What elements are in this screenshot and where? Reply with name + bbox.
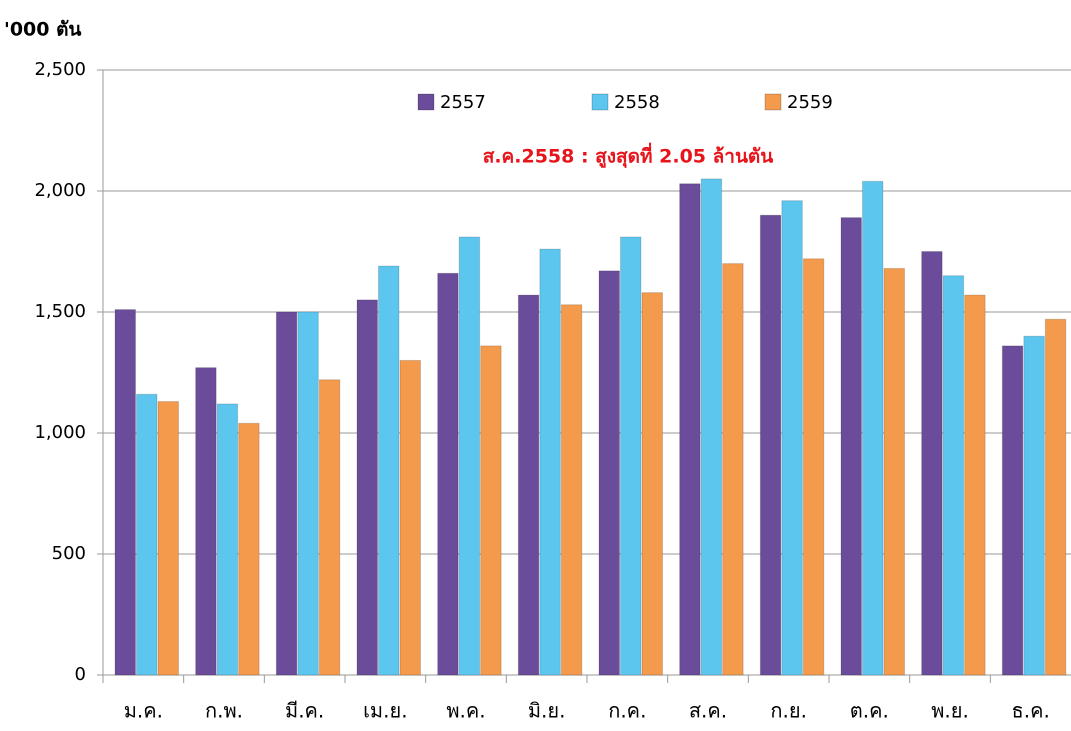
bar	[964, 294, 986, 676]
bar	[759, 214, 782, 676]
x-tick-label: พ.ย.	[931, 699, 969, 723]
bar	[114, 309, 136, 676]
x-tick-label: พ.ค.	[446, 699, 485, 723]
y-tick-label: 500	[52, 543, 86, 564]
x-tick-label: ม.ค.	[124, 699, 163, 723]
bar	[195, 367, 217, 676]
bar	[840, 217, 862, 676]
bar	[378, 265, 400, 676]
bar	[275, 311, 298, 676]
bar	[722, 263, 744, 676]
x-tick-label: ต.ค.	[850, 699, 889, 723]
legend-swatch	[764, 93, 782, 111]
y-tick-label: 2,000	[34, 180, 86, 201]
bar	[297, 311, 319, 676]
bar	[238, 422, 260, 676]
x-tick-label: ก.ย.	[770, 699, 807, 723]
legend-label: 2557	[440, 92, 486, 113]
x-tick-label: ส.ค.	[689, 699, 727, 723]
bar	[216, 403, 239, 676]
bar	[598, 270, 620, 676]
x-tick-label: มิ.ย.	[528, 699, 566, 723]
bar	[539, 248, 561, 676]
x-tick-label: ก.พ.	[205, 699, 243, 723]
bar	[1001, 345, 1024, 676]
bar	[862, 180, 884, 676]
bar	[1044, 318, 1067, 676]
x-tick-label: ธ.ค.	[1012, 699, 1050, 723]
bar	[437, 272, 459, 676]
bar	[318, 379, 341, 676]
bar	[560, 304, 583, 676]
bar	[480, 345, 502, 676]
bar	[517, 294, 540, 676]
y-tick-label: 2,500	[34, 59, 86, 80]
bar	[781, 200, 803, 676]
bar	[458, 236, 481, 676]
bar	[399, 359, 421, 676]
y-tick-label: 1,000	[34, 422, 86, 443]
bar	[700, 178, 723, 676]
bar	[1023, 335, 1045, 676]
legend-label: 2558	[614, 92, 660, 113]
bar	[883, 267, 905, 676]
bar	[157, 401, 179, 676]
bar	[620, 236, 642, 676]
y-axis-label: '000 ตัน	[4, 19, 81, 41]
legend-swatch	[591, 93, 609, 111]
bar	[356, 299, 378, 676]
legend-label: 2559	[787, 92, 833, 113]
bar	[942, 275, 965, 676]
x-tick-label: เม.ย.	[363, 699, 407, 723]
legend-swatch	[417, 93, 435, 111]
y-tick-label: 1,500	[34, 301, 86, 322]
y-tick-label: 0	[75, 664, 86, 685]
bar	[802, 258, 825, 676]
bar	[136, 393, 158, 676]
x-tick-label: มี.ค.	[285, 699, 324, 723]
bar	[679, 183, 701, 676]
annotation: ส.ค.2558 : สูงสุดที่ 2.05 ล้านตัน	[483, 143, 774, 169]
bar	[641, 292, 663, 676]
x-tick-label: ก.ค.	[608, 699, 646, 723]
bar	[921, 251, 943, 676]
